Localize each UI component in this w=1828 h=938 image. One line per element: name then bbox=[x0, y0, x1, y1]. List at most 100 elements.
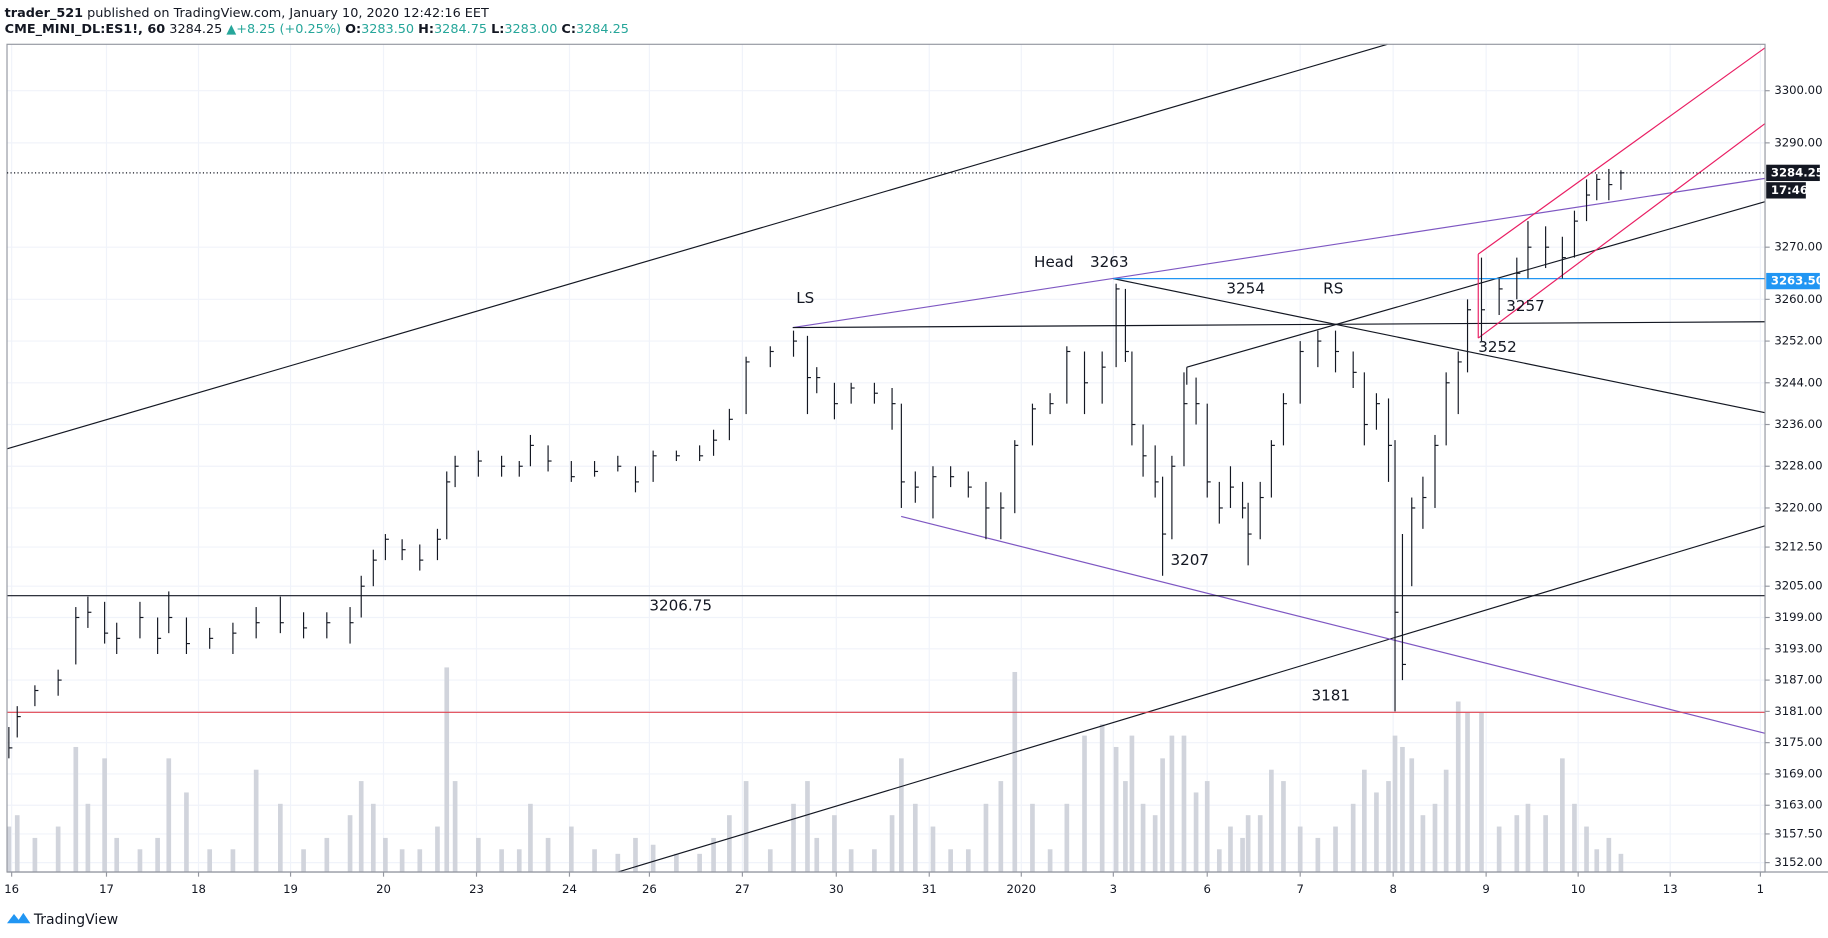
c-label: C: bbox=[561, 22, 576, 37]
volume-bar bbox=[615, 853, 621, 873]
x-tick-label: 16 bbox=[4, 882, 19, 896]
author[interactable]: trader_521 bbox=[5, 5, 84, 20]
y-tick-label: 3181.00 bbox=[1774, 704, 1822, 718]
channel-line[interactable] bbox=[1477, 47, 1766, 255]
volume-bar bbox=[137, 849, 143, 873]
volume-bar bbox=[1245, 815, 1251, 873]
volume-bar bbox=[230, 849, 236, 873]
volume-bar bbox=[998, 781, 1004, 873]
x-tick-label: 20 bbox=[376, 882, 391, 896]
annotation: 3252 bbox=[1478, 338, 1517, 356]
annotation: Head bbox=[1034, 253, 1074, 271]
volume-bar bbox=[14, 815, 20, 873]
volume-bar bbox=[1496, 826, 1502, 873]
y-tick-label: 3212.50 bbox=[1774, 540, 1822, 554]
volume-bar bbox=[1514, 815, 1520, 873]
volume-bar bbox=[1169, 735, 1175, 873]
volume-bar bbox=[166, 758, 172, 873]
trend-line[interactable] bbox=[1186, 201, 1766, 368]
volume-bar bbox=[1064, 803, 1070, 873]
y-tick-label: 3199.00 bbox=[1774, 610, 1822, 624]
l-label: L: bbox=[491, 22, 504, 37]
volume-bar bbox=[1123, 781, 1128, 873]
x-tick-label: 10 bbox=[1571, 882, 1586, 896]
volume-bar bbox=[499, 849, 504, 873]
volume-bar bbox=[930, 826, 936, 873]
volume-bar bbox=[32, 837, 38, 873]
volume-bar bbox=[1560, 758, 1565, 873]
volume-bar bbox=[711, 837, 716, 873]
h: 3284.75 bbox=[434, 22, 487, 37]
logo-icon bbox=[7, 912, 31, 924]
o: 3283.50 bbox=[361, 22, 414, 37]
volume-bar bbox=[207, 849, 213, 873]
volume-bar bbox=[399, 849, 405, 873]
volume-bar bbox=[743, 781, 749, 873]
volume-bar bbox=[912, 803, 918, 873]
last-price-label: 3284.25 bbox=[1771, 165, 1824, 179]
symbol: CME_MINI_DL:ES1!, 60 bbox=[5, 22, 166, 37]
y-tick-label: 3205.00 bbox=[1774, 579, 1822, 593]
volume-bar bbox=[528, 803, 533, 873]
y-tick-label: 3270.00 bbox=[1774, 240, 1822, 254]
volume-bar bbox=[102, 758, 107, 873]
volume-bar bbox=[1181, 735, 1187, 873]
o-label: O: bbox=[345, 22, 361, 37]
volume-bar bbox=[948, 849, 953, 873]
trend-line[interactable] bbox=[792, 177, 1766, 329]
annotation: LS bbox=[796, 289, 814, 307]
volume-bar bbox=[1606, 837, 1612, 873]
volume-bar bbox=[1479, 712, 1484, 873]
y-tick-label: 3300.00 bbox=[1774, 83, 1822, 97]
volume-bar bbox=[278, 803, 283, 873]
y-tick-label: 3228.00 bbox=[1774, 459, 1822, 473]
y-tick-label: 3244.00 bbox=[1774, 375, 1822, 389]
volume-bar bbox=[1400, 746, 1405, 873]
volume-bar bbox=[452, 781, 458, 873]
y-tick-label: 3193.00 bbox=[1774, 641, 1822, 655]
countdown-box bbox=[1766, 182, 1806, 199]
x-tick-label: 1 bbox=[1757, 882, 1764, 896]
x-tick-label: 9 bbox=[1482, 882, 1489, 896]
volume-bar bbox=[1333, 826, 1338, 873]
volume-bar bbox=[1297, 826, 1303, 873]
annotation: 3257 bbox=[1506, 297, 1545, 315]
trend-line[interactable] bbox=[617, 525, 1766, 873]
footer-logo: TradingView bbox=[7, 912, 118, 928]
trend-line[interactable] bbox=[1113, 278, 1766, 414]
y-tick-label: 3236.00 bbox=[1774, 417, 1822, 431]
volume-bar bbox=[674, 853, 679, 873]
volume-bar bbox=[727, 815, 732, 873]
channel-line[interactable] bbox=[1477, 123, 1766, 339]
volume-bar bbox=[1113, 746, 1119, 873]
volume-bar bbox=[1240, 837, 1245, 873]
volume-bar bbox=[697, 853, 702, 873]
x-tick-label: 17 bbox=[99, 882, 114, 896]
y-tick-label: 3169.00 bbox=[1774, 766, 1822, 780]
volume-bar bbox=[872, 849, 877, 873]
volume-bar bbox=[1160, 758, 1165, 873]
volume-bar bbox=[1420, 815, 1426, 873]
volume-bar bbox=[370, 803, 376, 873]
c: 3284.25 bbox=[576, 22, 629, 37]
annotation: 3254 bbox=[1226, 280, 1265, 298]
footer-brand: TradingView bbox=[33, 912, 118, 928]
change: +8.25 (+0.25%) bbox=[236, 22, 341, 37]
level-box bbox=[1766, 272, 1820, 290]
volume-bar bbox=[1572, 803, 1577, 873]
volume-bar bbox=[899, 758, 904, 873]
volume-bar bbox=[1618, 853, 1624, 873]
volume-bar bbox=[55, 826, 61, 873]
x-tick-label: 8 bbox=[1389, 882, 1396, 896]
last-price-box bbox=[1766, 164, 1820, 182]
volume-bar bbox=[832, 815, 837, 873]
x-tick-label: 6 bbox=[1204, 882, 1211, 896]
trend-line[interactable] bbox=[792, 321, 1766, 329]
trend-line[interactable] bbox=[6, 43, 1388, 450]
y-tick-label: 3157.50 bbox=[1774, 826, 1822, 840]
volume-bar bbox=[184, 792, 189, 873]
trend-line[interactable] bbox=[901, 515, 1766, 734]
volume-bar bbox=[1152, 815, 1158, 873]
